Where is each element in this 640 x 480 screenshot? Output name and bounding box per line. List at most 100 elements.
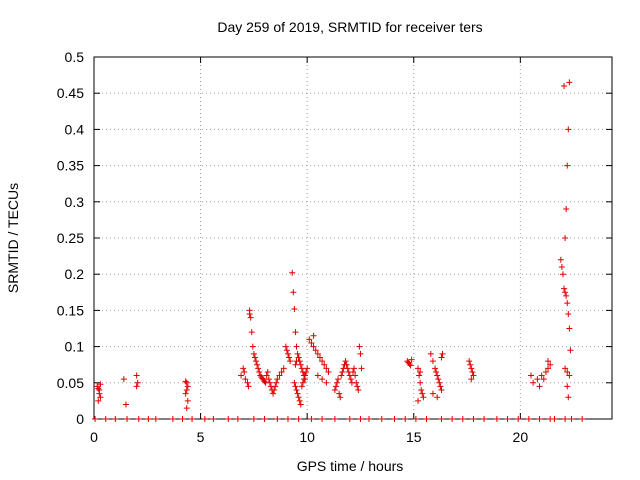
data-point xyxy=(365,416,372,422)
data-point xyxy=(304,365,311,372)
data-point xyxy=(97,394,104,401)
data-point xyxy=(266,379,273,386)
data-point xyxy=(323,365,330,372)
data-point xyxy=(357,350,364,357)
data-point xyxy=(308,339,315,346)
data-point xyxy=(536,416,543,422)
y-tick-label: 0.15 xyxy=(57,302,84,318)
y-tick-label: 0.25 xyxy=(57,230,84,246)
data-point xyxy=(95,385,102,392)
data-point xyxy=(298,365,305,372)
data-point xyxy=(564,368,571,375)
data-point xyxy=(534,376,541,383)
data-point xyxy=(95,397,102,404)
data-point xyxy=(342,358,349,365)
data-point xyxy=(210,416,217,422)
data-point xyxy=(565,311,572,318)
data-point xyxy=(417,368,424,375)
data-point xyxy=(566,372,573,379)
data-point xyxy=(299,379,306,386)
data-point xyxy=(354,383,361,390)
data-point xyxy=(183,405,190,412)
x-tick-labels: 0 5 10 15 20 xyxy=(90,429,528,445)
data-point xyxy=(253,358,260,365)
data-point xyxy=(423,416,430,422)
grid-lines xyxy=(94,57,612,419)
data-point xyxy=(294,390,301,397)
data-point xyxy=(298,383,305,390)
data-point xyxy=(540,376,547,383)
data-point xyxy=(133,372,140,379)
data-point xyxy=(346,372,353,379)
data-point xyxy=(344,365,351,372)
data-point xyxy=(182,378,189,385)
data-point xyxy=(271,387,278,394)
data-point xyxy=(562,416,569,422)
data-point xyxy=(325,368,332,375)
data-point xyxy=(338,372,345,379)
data-point xyxy=(96,387,103,394)
data-point xyxy=(261,378,268,385)
data-point xyxy=(293,387,300,394)
data-point xyxy=(183,379,190,386)
data-point xyxy=(92,416,99,422)
y-tick-label: 0 xyxy=(76,411,84,427)
y-tick-label: 0.1 xyxy=(65,339,85,355)
data-point xyxy=(289,269,296,276)
data-point xyxy=(352,372,359,379)
data-point xyxy=(282,343,289,350)
data-point xyxy=(468,376,475,383)
data-point xyxy=(435,376,442,383)
data-points xyxy=(92,79,586,422)
data-point xyxy=(418,387,425,394)
data-point xyxy=(272,383,279,390)
data-point xyxy=(291,305,298,312)
data-point xyxy=(566,325,573,332)
data-point xyxy=(251,354,258,361)
data-point xyxy=(467,361,474,368)
data-point xyxy=(250,350,257,357)
data-point xyxy=(439,350,446,357)
x-tick-label: 10 xyxy=(299,429,315,445)
data-point xyxy=(568,416,575,422)
data-point xyxy=(415,397,422,404)
data-point xyxy=(120,376,127,383)
data-point xyxy=(314,350,321,357)
data-point xyxy=(559,271,566,278)
data-point xyxy=(347,376,354,383)
data-point xyxy=(241,368,248,375)
data-point xyxy=(295,394,302,401)
data-point xyxy=(339,368,346,375)
data-point xyxy=(419,390,426,397)
y-tick-label: 0.4 xyxy=(65,121,85,137)
data-point xyxy=(545,358,552,365)
data-point xyxy=(353,379,360,386)
data-point xyxy=(415,365,422,372)
data-point xyxy=(310,332,317,339)
y-tick-label: 0.2 xyxy=(65,266,85,282)
data-point xyxy=(525,416,532,422)
data-point xyxy=(292,329,299,336)
data-point xyxy=(438,416,445,422)
data-point xyxy=(562,365,569,372)
data-point xyxy=(265,376,272,383)
data-point xyxy=(343,361,350,368)
data-point xyxy=(356,343,363,350)
data-point xyxy=(293,358,300,365)
data-point xyxy=(246,311,253,318)
data-point xyxy=(470,372,477,379)
y-tick-label: 0.5 xyxy=(65,49,85,65)
data-point xyxy=(561,82,568,89)
data-point xyxy=(406,360,413,367)
axis-ticks xyxy=(93,56,612,420)
data-point xyxy=(437,383,444,390)
data-point xyxy=(278,368,285,375)
data-point xyxy=(234,416,241,422)
data-point xyxy=(184,397,191,404)
data-point xyxy=(567,347,574,354)
data-point xyxy=(337,394,344,401)
data-point xyxy=(249,343,256,350)
data-point xyxy=(135,416,142,422)
data-point xyxy=(302,372,309,379)
y-tick-labels: 0 0.05 0.1 0.15 0.2 0.25 0.3 0.35 0.4 0.45 0.5 xyxy=(57,49,84,427)
